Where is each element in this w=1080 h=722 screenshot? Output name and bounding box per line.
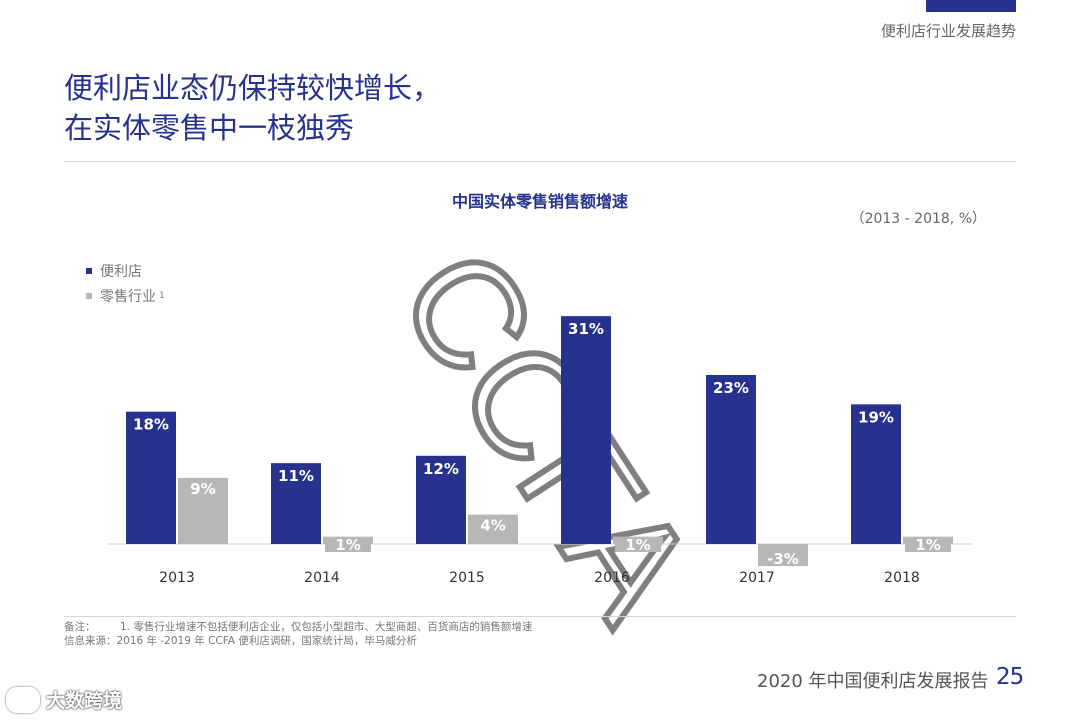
value-label-retail-2015: 4%	[480, 517, 505, 535]
x-tick-label-2015: 2015	[449, 570, 485, 586]
legend-label-convenience: 便利店	[100, 263, 142, 280]
brand-logo-icon	[6, 686, 40, 713]
legend-swatch-retail	[86, 292, 92, 299]
chart-notes: 备注： 1. 零售行业增速不包括便利店企业，仅包括小型超市、大型商超、百货商店的销…	[64, 620, 532, 648]
value-label-retail-2017: -3%	[767, 550, 799, 568]
chart-title: 中国实体零售销售额增速	[451, 192, 628, 211]
value-label-convenience-2014: 11%	[278, 467, 314, 485]
source-line: 信息来源：2016 年 -2019 年 CCFA 便利店调研，国家统计局，毕马威…	[64, 635, 417, 647]
x-tick-label-2017: 2017	[739, 570, 775, 586]
value-label-convenience-2017: 23%	[713, 379, 749, 397]
section-label: 便利店行业发展趋势	[880, 22, 1016, 40]
bar-retail-2015	[468, 514, 518, 544]
value-label-convenience-2018: 19%	[858, 408, 894, 426]
legend-item-retail: 零售行业 1	[86, 283, 165, 308]
bar-retail-2013	[178, 477, 228, 544]
brand-name: 大数跨境	[46, 690, 123, 712]
label-box-retail-2016	[615, 538, 661, 552]
bar-convenience-2013	[126, 411, 176, 544]
headline-line-1: 便利店业态仍保持较快增长，	[64, 71, 442, 105]
divider-bottom	[64, 616, 1016, 617]
note-line: 备注： 1. 零售行业增速不包括便利店企业，仅包括小型超市、大型商超、百货商店的销…	[64, 620, 532, 634]
chart-subtitle: （2013 - 2018, %）	[850, 211, 986, 227]
x-tick-label-2014: 2014	[304, 570, 340, 586]
legend-footnote-mark: 1	[159, 290, 165, 301]
bar-convenience-2018	[851, 404, 901, 544]
top-accent-bar	[926, 0, 1016, 12]
x-tick-label-2016: 2016	[594, 570, 630, 586]
value-label-convenience-2013: 18%	[133, 416, 169, 434]
value-label-retail-2018: 1%	[915, 536, 940, 554]
headline-line-2: 在实体零售中一枝独秀	[64, 111, 355, 145]
label-box-retail-2018	[905, 538, 951, 552]
label-box-retail-2014	[325, 538, 371, 552]
value-label-retail-2014: 1%	[335, 536, 360, 554]
bar-convenience-2016	[561, 316, 611, 544]
legend-item-convenience: 便利店	[86, 258, 165, 283]
divider-top	[64, 161, 1016, 162]
note-label: 备注：	[64, 621, 96, 633]
bar-convenience-2015	[416, 455, 466, 544]
bar-retail-2017	[758, 544, 808, 567]
page-number: 25	[996, 664, 1024, 690]
note-text: 1. 零售行业增速不包括便利店企业，仅包括小型超市、大型商超、百货商店的销售额增…	[120, 621, 533, 633]
value-label-retail-2016: 1%	[625, 536, 650, 554]
x-tick-label-2013: 2013	[159, 570, 195, 586]
value-label-convenience-2016: 31%	[568, 320, 604, 338]
bar-convenience-2014	[271, 463, 321, 544]
bar-convenience-2017	[706, 374, 756, 544]
legend-label-retail: 零售行业	[100, 288, 156, 305]
page-headline: 便利店业态仍保持较快增长， 在实体零售中一枝独秀	[64, 68, 441, 148]
x-tick-label-2018: 2018	[884, 570, 920, 586]
chart-legend: 便利店 零售行业 1	[86, 258, 165, 308]
value-label-convenience-2015: 12%	[423, 460, 459, 478]
ccfa-watermark: CCFA	[368, 221, 727, 648]
legend-swatch-convenience	[86, 267, 92, 274]
brand-watermark: 大数跨境	[6, 686, 122, 713]
value-label-retail-2013: 9%	[190, 480, 215, 498]
report-title: 2020 年中国便利店发展报告	[757, 671, 989, 692]
